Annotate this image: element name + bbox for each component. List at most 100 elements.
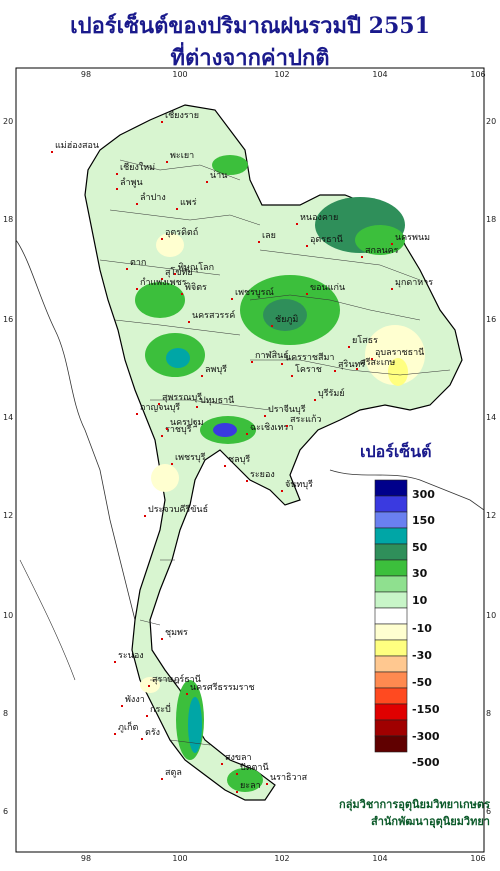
latitude-tick-label: 14 <box>486 413 496 422</box>
province-label: ปราจีนบุรี <box>268 404 306 415</box>
station-marker <box>296 223 298 225</box>
longitude-tick-label: 102 <box>274 70 289 79</box>
province-label: แม่ฮ่องสอน <box>55 141 99 151</box>
station-marker <box>181 293 183 295</box>
station-marker <box>171 463 173 465</box>
station-marker <box>286 425 288 427</box>
station-marker <box>161 278 163 280</box>
station-marker <box>141 738 143 740</box>
station-marker <box>281 363 283 365</box>
province-label: ระนอง <box>118 651 144 661</box>
province-label: แพร่ <box>180 198 197 208</box>
province-label: นราธิวาส <box>270 772 308 783</box>
legend-swatch <box>374 527 408 545</box>
station-marker <box>281 490 283 492</box>
legend-label: -500 <box>412 756 440 769</box>
province-label: กาฬสินธุ์ <box>255 349 289 361</box>
province-label: บุรีรัมย์ <box>318 387 345 399</box>
station-marker <box>371 358 373 360</box>
station-marker <box>158 403 160 405</box>
province-label: น่าน <box>210 171 227 181</box>
station-marker <box>161 435 163 437</box>
station-marker <box>246 433 248 435</box>
legend-label: -30 <box>412 649 432 662</box>
station-marker <box>161 638 163 640</box>
province-label: ลำปาง <box>140 192 166 203</box>
longitude-tick-label: 98 <box>81 854 91 863</box>
station-marker <box>246 480 248 482</box>
anomaly-blob <box>151 464 179 492</box>
station-marker <box>334 370 336 372</box>
legend-swatch <box>374 719 408 737</box>
station-marker <box>201 375 203 377</box>
station-marker <box>258 241 260 243</box>
legend-swatch <box>374 639 408 657</box>
province-label: ยะลา <box>240 781 261 791</box>
station-marker <box>266 783 268 785</box>
province-label: นครพนม <box>395 233 430 243</box>
station-marker <box>136 203 138 205</box>
station-marker <box>161 121 163 123</box>
province-label: ฉะเชิงเทรา <box>250 422 293 433</box>
legend-swatch <box>374 623 408 641</box>
province-label: ภูเก็ต <box>118 720 138 733</box>
province-label: ลำพูน <box>120 177 143 188</box>
latitude-tick-label: 20 <box>3 117 13 126</box>
anomaly-blob <box>212 155 248 175</box>
legend-swatch <box>374 671 408 689</box>
station-marker <box>188 321 190 323</box>
province-label: ชลบุรี <box>228 454 250 465</box>
province-label: ปัตตานี <box>240 762 269 773</box>
province-label: พะเยา <box>170 151 194 161</box>
anomaly-blob <box>166 348 190 368</box>
legend-label: -10 <box>412 622 432 635</box>
station-marker <box>236 773 238 775</box>
longitude-tick-label: 104 <box>372 70 387 79</box>
province-label: อุตรดิตถ์ <box>165 226 198 238</box>
province-label: ตรัง <box>145 728 160 738</box>
province-label: ขอนแก่น <box>310 283 345 293</box>
station-marker <box>148 685 150 687</box>
legend-swatch <box>374 607 408 625</box>
station-marker <box>114 661 116 663</box>
legend-swatch <box>374 591 408 609</box>
station-marker <box>166 161 168 163</box>
latitude-tick-label: 18 <box>3 215 13 224</box>
anomaly-blob <box>188 697 202 753</box>
province-label: เพชรบุรี <box>175 452 206 463</box>
latitude-ticks-right: 20 18 16 14 12 10 8 6 <box>486 117 496 816</box>
province-label: ระยอง <box>250 470 275 480</box>
latitude-tick-label: 6 <box>486 807 491 816</box>
anomaly-blob <box>365 325 425 385</box>
station-marker <box>271 325 273 327</box>
province-label: พิษณุโลก <box>178 262 214 273</box>
legend-swatch <box>374 559 408 577</box>
latitude-ticks-left: 20 18 16 14 12 10 8 6 <box>3 117 13 816</box>
station-marker <box>51 151 53 153</box>
station-marker <box>144 515 146 517</box>
legend-label: 150 <box>412 514 435 527</box>
station-marker <box>224 465 226 467</box>
station-marker <box>126 268 128 270</box>
longitude-tick-label: 102 <box>274 854 289 863</box>
province-label: ปทุมธานี <box>200 395 234 406</box>
province-label: นครศรีธรรมราช <box>190 682 255 693</box>
province-label: สงขลา <box>225 753 252 763</box>
station-marker <box>121 705 123 707</box>
province-label: ลพบุรี <box>205 364 227 375</box>
legend-swatch <box>374 479 408 497</box>
legend-label: 300 <box>412 488 435 501</box>
thailand-outline <box>84 104 463 801</box>
map-title-line1: เปอร์เซ็นต์ของปริมาณฝนรวมปี 2551 <box>70 13 430 39</box>
anomaly-blob <box>135 282 185 318</box>
credit-line2: สำนักพัฒนาอุตุนิยมวิทยา <box>371 815 490 828</box>
coastline-east <box>329 469 485 511</box>
coastline-west <box>15 239 141 641</box>
legend-label: 30 <box>412 567 428 580</box>
latitude-tick-label: 10 <box>486 611 496 620</box>
province-label: เลย <box>262 231 276 241</box>
station-marker <box>236 791 238 793</box>
longitude-tick-label: 98 <box>81 70 91 79</box>
